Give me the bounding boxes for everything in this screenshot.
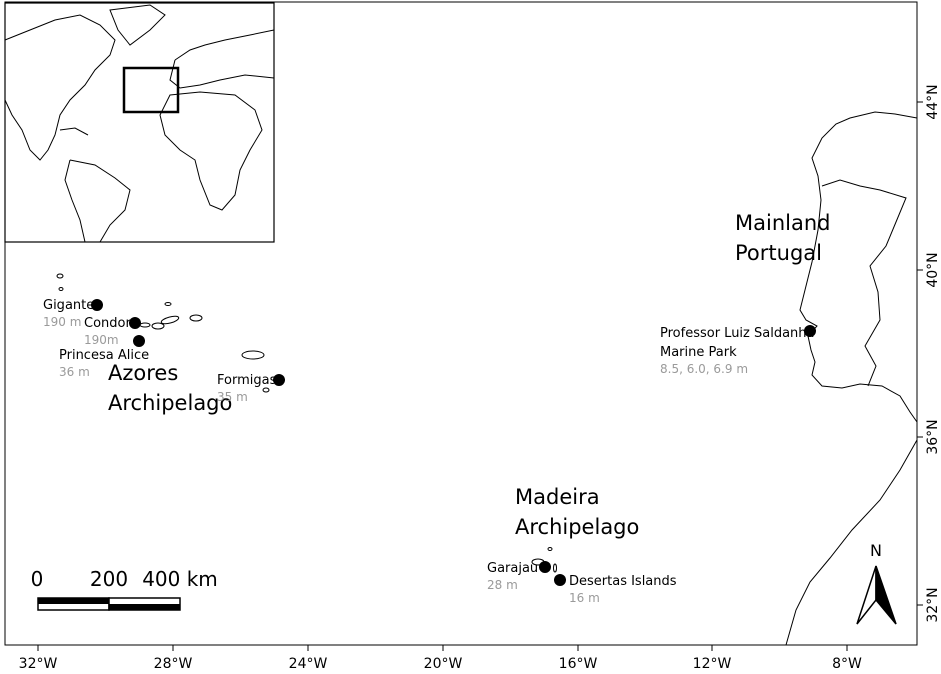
x-tick-label: 8°W xyxy=(832,656,862,672)
site-depth: 35 m xyxy=(217,390,248,404)
region-label: Archipelago xyxy=(515,515,639,539)
inset-map xyxy=(4,2,275,243)
x-tick-label: 12°W xyxy=(693,656,732,672)
north-label: N xyxy=(870,541,882,560)
site-marker xyxy=(273,374,285,386)
y-tick-label: 36°N xyxy=(925,419,941,454)
y-tick-label: 32°N xyxy=(925,587,941,622)
site-label: Formigas xyxy=(217,373,277,388)
site-marker xyxy=(133,335,145,347)
site-depth: 16 m xyxy=(569,591,600,605)
site-marker xyxy=(539,561,551,573)
coastline xyxy=(799,111,918,423)
site-label: Gigante xyxy=(43,298,94,313)
site-label: Marine Park xyxy=(660,345,737,360)
site-label: Professor Luiz Saldanha xyxy=(660,326,815,341)
site-label: Desertas Islands xyxy=(569,574,677,589)
island xyxy=(164,302,172,306)
south-america xyxy=(64,159,131,243)
site-depth: 8.5, 6.0, 6.9 m xyxy=(660,362,748,376)
site-depth: 28 m xyxy=(487,578,518,592)
y-tick-label: 44°N xyxy=(925,84,941,119)
region-label: Archipelago xyxy=(108,391,232,415)
island xyxy=(58,287,64,291)
arrow-half xyxy=(875,565,897,625)
site-label: Princesa Alice xyxy=(59,348,149,363)
island xyxy=(56,273,64,279)
region-label: Mainland xyxy=(735,211,830,235)
africa-coast xyxy=(785,439,918,646)
africa xyxy=(159,91,263,211)
scale-label: 400 km xyxy=(142,567,218,591)
site-depth: 190m xyxy=(84,333,119,347)
island xyxy=(547,547,553,551)
study-area-box xyxy=(122,66,180,114)
x-tick-label: 28°W xyxy=(154,656,193,672)
inset-frame xyxy=(4,2,275,243)
x-tick-label: 24°W xyxy=(289,656,328,672)
site-label: Garajau xyxy=(487,561,538,576)
cuba xyxy=(59,127,89,136)
border xyxy=(821,179,907,387)
scale-label: 0 xyxy=(31,567,44,591)
site-marker xyxy=(91,299,103,311)
island xyxy=(160,315,180,325)
region-label: Azores xyxy=(108,361,178,385)
site-depth: 190 m xyxy=(43,315,81,329)
site-marker xyxy=(129,317,141,329)
x-tick-label: 20°W xyxy=(424,656,463,672)
x-tick-label: 16°W xyxy=(559,656,598,672)
site-label: Condor xyxy=(84,316,131,331)
island xyxy=(189,314,203,322)
y-tick-label: 40°N xyxy=(925,252,941,287)
region-label: Madeira xyxy=(515,485,600,509)
greenland xyxy=(109,4,166,46)
region-label: Portugal xyxy=(735,241,822,265)
scale-segment xyxy=(109,604,180,610)
island xyxy=(151,322,165,330)
north-america xyxy=(4,14,116,161)
scale-bar xyxy=(37,597,181,611)
site-marker xyxy=(554,574,566,586)
island xyxy=(241,350,265,360)
island xyxy=(553,563,557,573)
site-marker xyxy=(804,325,816,337)
scale-label: 200 xyxy=(90,567,128,591)
island xyxy=(262,387,270,393)
x-tick-label: 32°W xyxy=(19,656,58,672)
europe xyxy=(169,29,275,89)
north-arrow: N xyxy=(856,541,897,625)
site-depth: 36 m xyxy=(59,365,90,379)
scale-segment xyxy=(38,598,109,604)
